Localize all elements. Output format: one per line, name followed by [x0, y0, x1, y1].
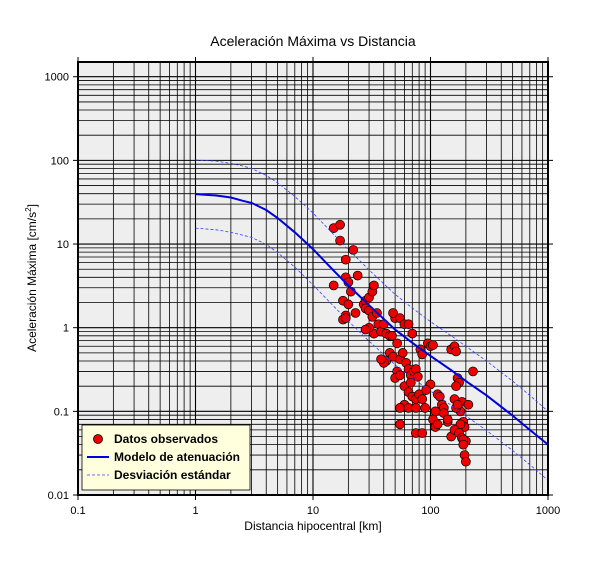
x-axis-title: Distancia hipocentral [km] — [244, 519, 381, 533]
data-point — [350, 308, 361, 318]
data-point — [417, 394, 428, 404]
data-point — [405, 377, 416, 388]
data-point — [458, 439, 469, 450]
data-point — [412, 371, 423, 382]
x-tick-label: 0.1 — [70, 505, 85, 517]
data-point — [421, 385, 432, 395]
data-point — [451, 346, 461, 357]
legend: Datos observados Modelo de atenuación De… — [81, 424, 251, 491]
y-axis-title-main: Aceleración Máxima [cm/s — [25, 212, 39, 352]
data-point — [428, 340, 438, 350]
data-point — [395, 403, 405, 413]
x-tick-label: 100 — [421, 505, 439, 517]
chart-title: Aceleración Máxima vs Distancia — [210, 33, 416, 49]
data-point — [417, 428, 428, 438]
series-layer — [195, 159, 549, 481]
data-point — [468, 366, 478, 377]
data-point — [343, 299, 354, 310]
data-point — [376, 354, 386, 365]
data-point — [420, 403, 430, 413]
data-point — [451, 381, 461, 392]
data-point — [461, 456, 471, 467]
legend-box — [81, 424, 251, 491]
data-point — [360, 324, 371, 335]
data-point — [392, 338, 402, 349]
y-tick-label: 0.1 — [54, 406, 69, 418]
data-point — [335, 219, 345, 230]
y-axis-title: Aceleración Máxima [cm/s2] — [24, 204, 39, 352]
model-line — [195, 193, 549, 446]
y-axis-title-sup: 2 — [24, 207, 33, 212]
data-point — [403, 319, 414, 330]
data-point — [388, 308, 398, 318]
data-point — [348, 245, 359, 255]
x-tick-label: 10 — [307, 505, 319, 517]
y-tick-label: 1 — [63, 323, 69, 335]
data-point — [442, 414, 453, 425]
data-point — [397, 348, 408, 358]
data-point — [410, 403, 421, 413]
std-dev-line — [195, 159, 549, 412]
data-point — [352, 270, 363, 281]
data-point — [432, 419, 443, 430]
data-point — [369, 280, 379, 291]
legend-label-model: Modelo de atenuación — [114, 450, 240, 464]
data-point — [395, 419, 405, 430]
data-point — [407, 328, 418, 339]
std-dev-line — [195, 227, 549, 481]
y-axis-title-tail: ] — [25, 204, 39, 207]
x-tick-label: 1 — [192, 505, 198, 517]
data-point — [340, 254, 351, 265]
data-point — [328, 280, 339, 291]
data-point — [395, 370, 405, 381]
data-point — [434, 391, 445, 402]
data-point — [452, 399, 463, 410]
y-tick-label: 10 — [57, 239, 69, 251]
data-point — [387, 330, 397, 341]
y-tick-label: 1000 — [45, 72, 69, 84]
legend-label-std: Desviación estándar — [114, 468, 231, 482]
x-tick-label: 1000 — [536, 505, 560, 517]
y-tick-label: 100 — [51, 155, 69, 167]
y-tick-label: 0.01 — [48, 490, 69, 502]
data-point — [463, 399, 474, 410]
grid — [78, 62, 548, 495]
legend-marker-observed — [93, 434, 103, 444]
legend-label-observed: Datos observados — [114, 432, 218, 446]
